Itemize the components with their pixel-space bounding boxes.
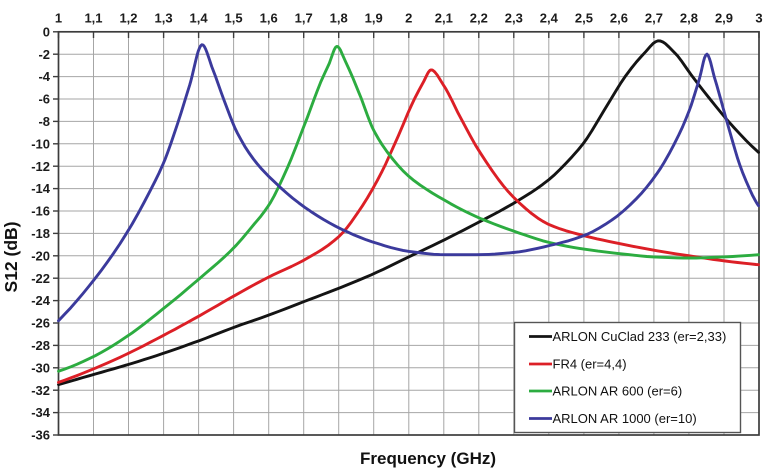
svg-text:1,1: 1,1 — [84, 10, 102, 25]
svg-text:2: 2 — [405, 10, 412, 25]
svg-text:-32: -32 — [31, 383, 50, 398]
svg-text:-4: -4 — [38, 69, 50, 84]
svg-text:1,6: 1,6 — [260, 10, 278, 25]
svg-text:1,9: 1,9 — [365, 10, 383, 25]
svg-text:1,4: 1,4 — [190, 10, 209, 25]
svg-text:-30: -30 — [31, 360, 50, 375]
svg-text:-14: -14 — [31, 181, 51, 196]
svg-text:1,7: 1,7 — [295, 10, 313, 25]
svg-text:2,7: 2,7 — [645, 10, 663, 25]
svg-text:2,8: 2,8 — [680, 10, 698, 25]
svg-text:1: 1 — [55, 10, 62, 25]
svg-text:2,2: 2,2 — [470, 10, 488, 25]
svg-text:1,2: 1,2 — [119, 10, 137, 25]
svg-text:S12 (dB): S12 (dB) — [1, 222, 21, 293]
svg-text:-22: -22 — [31, 271, 50, 286]
svg-text:3: 3 — [755, 10, 762, 25]
svg-text:2,5: 2,5 — [575, 10, 593, 25]
svg-text:0: 0 — [43, 24, 50, 39]
svg-text:ARLON AR 600 (er=6): ARLON AR 600 (er=6) — [553, 384, 683, 399]
svg-text:-28: -28 — [31, 338, 50, 353]
svg-text:-2: -2 — [38, 47, 50, 62]
svg-text:-8: -8 — [38, 114, 50, 129]
svg-text:-36: -36 — [31, 428, 50, 443]
svg-text:1,3: 1,3 — [155, 10, 173, 25]
svg-text:FR4 (er=4,4): FR4 (er=4,4) — [553, 357, 627, 372]
svg-text:1,8: 1,8 — [330, 10, 348, 25]
svg-text:-24: -24 — [31, 293, 51, 308]
svg-text:-10: -10 — [31, 136, 50, 151]
svg-text:-26: -26 — [31, 316, 50, 331]
svg-text:2,6: 2,6 — [610, 10, 628, 25]
svg-text:ARLON AR 1000 (er=10): ARLON AR 1000 (er=10) — [553, 411, 697, 426]
svg-text:-18: -18 — [31, 226, 50, 241]
svg-text:2,4: 2,4 — [540, 10, 559, 25]
svg-text:2,9: 2,9 — [715, 10, 733, 25]
svg-text:-34: -34 — [31, 405, 51, 420]
svg-text:-16: -16 — [31, 204, 50, 219]
svg-text:-6: -6 — [38, 92, 50, 107]
svg-text:ARLON CuClad 233 (er=2,33): ARLON CuClad 233 (er=2,33) — [553, 329, 727, 344]
svg-text:2,3: 2,3 — [505, 10, 523, 25]
svg-text:1,5: 1,5 — [225, 10, 243, 25]
svg-text:2,1: 2,1 — [435, 10, 453, 25]
svg-text:-12: -12 — [31, 159, 50, 174]
svg-text:Frequency (GHz): Frequency (GHz) — [360, 449, 496, 468]
svg-text:-20: -20 — [31, 248, 50, 263]
